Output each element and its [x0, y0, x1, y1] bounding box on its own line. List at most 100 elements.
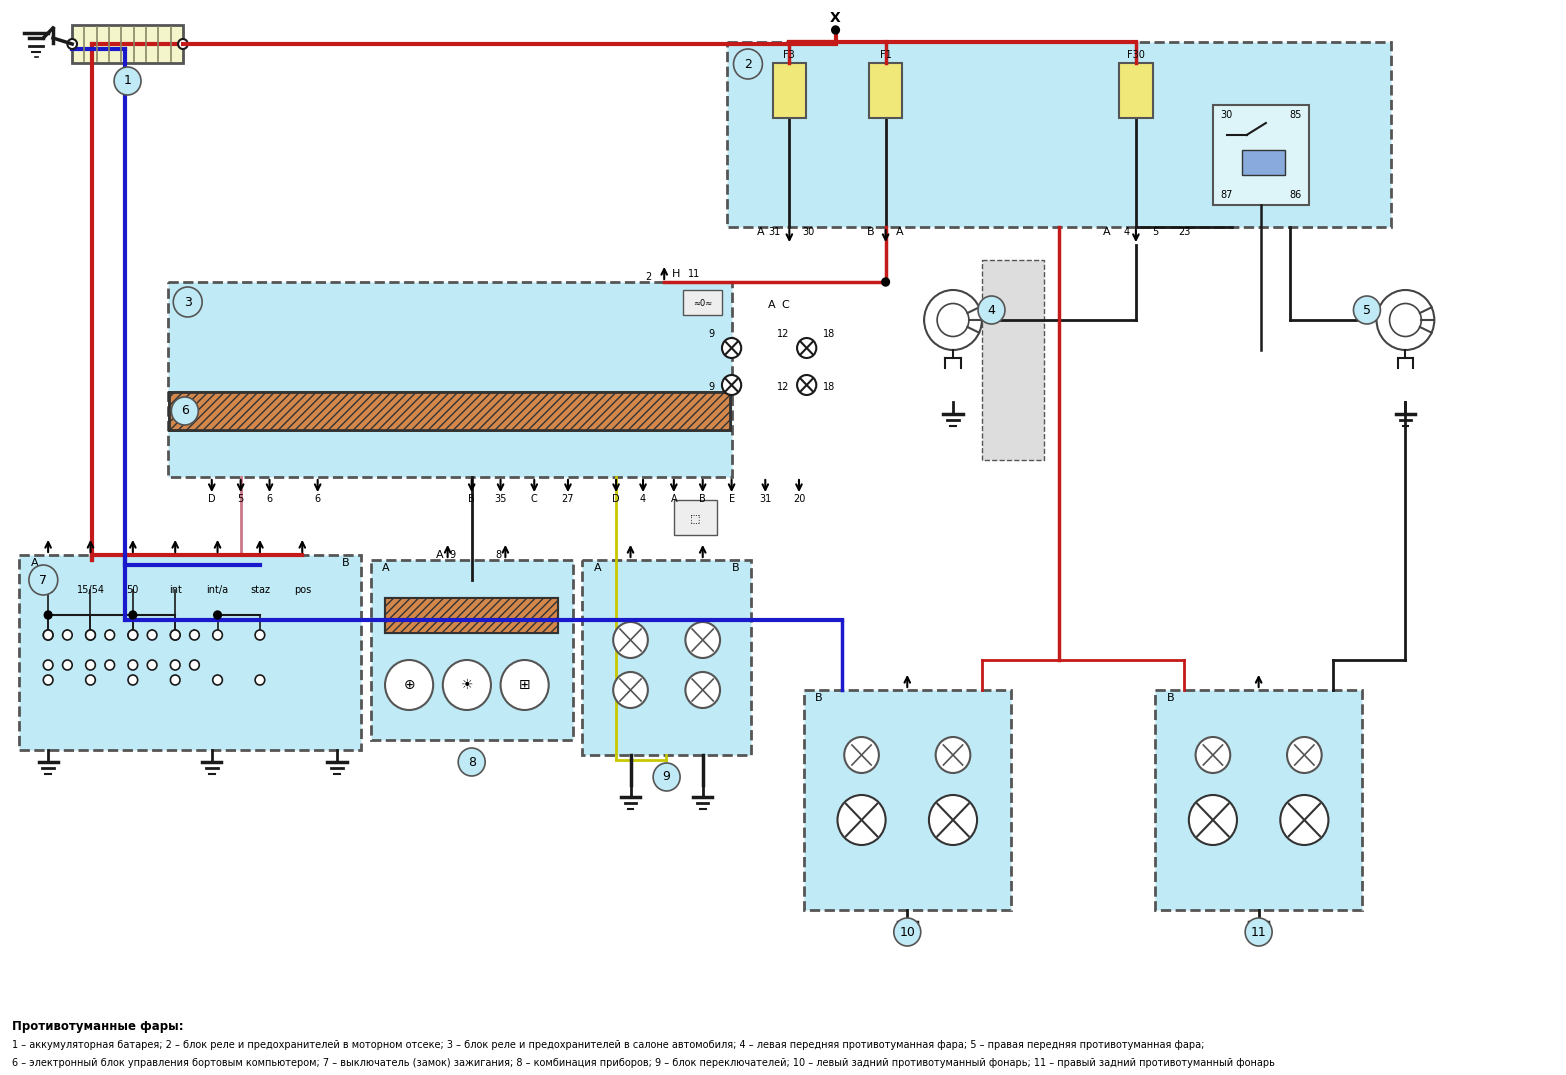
Text: 15/54: 15/54 — [77, 585, 105, 594]
Text: A: A — [435, 550, 443, 560]
Text: B: B — [868, 227, 875, 236]
Text: 2: 2 — [744, 57, 752, 71]
Text: 86: 86 — [1289, 190, 1301, 200]
Text: 12: 12 — [777, 382, 789, 392]
Bar — [385, 598, 559, 633]
Text: 8: 8 — [496, 550, 501, 560]
Text: C: C — [531, 494, 537, 504]
Text: 5: 5 — [1153, 227, 1159, 236]
Text: 12: 12 — [777, 329, 789, 339]
Text: 4: 4 — [1123, 227, 1129, 236]
Text: B: B — [731, 563, 739, 573]
Text: A: A — [594, 563, 601, 573]
Bar — [169, 392, 730, 430]
Circle shape — [128, 660, 138, 670]
Circle shape — [213, 611, 221, 619]
Text: int/a: int/a — [207, 585, 229, 594]
Text: 5: 5 — [1362, 303, 1370, 316]
Text: B: B — [700, 494, 706, 504]
Text: 4: 4 — [988, 303, 996, 316]
Circle shape — [86, 660, 96, 670]
Text: C: C — [781, 300, 789, 310]
Text: ⊞: ⊞ — [518, 678, 531, 692]
Bar — [673, 500, 717, 535]
Text: 85: 85 — [1289, 110, 1301, 120]
Circle shape — [501, 660, 548, 710]
Text: 23: 23 — [1178, 227, 1190, 236]
Circle shape — [443, 660, 490, 710]
Circle shape — [1353, 296, 1380, 324]
Text: 9: 9 — [708, 382, 714, 392]
Circle shape — [797, 375, 816, 395]
Circle shape — [147, 630, 157, 640]
Circle shape — [213, 630, 222, 640]
Text: 6: 6 — [182, 404, 189, 417]
Circle shape — [86, 630, 96, 640]
Circle shape — [722, 375, 741, 395]
Text: 6: 6 — [266, 494, 272, 504]
Text: X: X — [830, 11, 841, 25]
Bar — [1156, 690, 1362, 911]
Text: B: B — [468, 494, 474, 504]
Circle shape — [686, 622, 720, 658]
Circle shape — [1287, 737, 1322, 773]
Circle shape — [979, 296, 1005, 324]
Text: 18: 18 — [824, 329, 836, 339]
Circle shape — [929, 796, 977, 845]
Circle shape — [653, 763, 680, 791]
Bar — [385, 598, 559, 633]
Bar — [169, 282, 731, 477]
Text: A: A — [756, 227, 764, 236]
Circle shape — [686, 672, 720, 708]
Text: ☀: ☀ — [460, 678, 473, 692]
Circle shape — [189, 660, 199, 670]
Bar — [19, 555, 362, 750]
Circle shape — [924, 290, 982, 350]
Circle shape — [385, 660, 434, 710]
Text: 2: 2 — [645, 272, 651, 282]
Circle shape — [128, 611, 136, 619]
Circle shape — [832, 26, 839, 34]
Circle shape — [171, 397, 199, 425]
Text: E: E — [728, 494, 734, 504]
Circle shape — [1389, 303, 1422, 336]
Bar — [982, 260, 1045, 460]
Text: A: A — [382, 563, 390, 573]
Circle shape — [614, 672, 648, 708]
Circle shape — [1189, 796, 1237, 845]
Circle shape — [44, 630, 53, 640]
Text: 9: 9 — [662, 771, 670, 784]
Bar — [72, 25, 183, 63]
Text: 30: 30 — [42, 585, 55, 594]
Text: pos: pos — [294, 585, 312, 594]
Text: B: B — [341, 558, 349, 568]
Text: A: A — [31, 558, 39, 568]
Text: A: A — [769, 300, 775, 310]
Circle shape — [894, 918, 921, 946]
Text: 10: 10 — [899, 926, 915, 938]
Bar — [1242, 151, 1286, 175]
Text: 7: 7 — [39, 573, 47, 587]
Text: 30: 30 — [802, 227, 814, 236]
Text: 31: 31 — [769, 227, 781, 236]
Bar — [727, 42, 1391, 227]
Circle shape — [614, 622, 648, 658]
Circle shape — [28, 565, 58, 594]
Text: 4: 4 — [640, 494, 647, 504]
Text: D: D — [612, 494, 620, 504]
Text: 30: 30 — [1220, 110, 1232, 120]
Bar — [1120, 62, 1153, 117]
Text: B: B — [1167, 693, 1174, 703]
Circle shape — [86, 675, 96, 685]
Text: 50: 50 — [127, 585, 139, 594]
Circle shape — [114, 67, 141, 95]
Circle shape — [171, 675, 180, 685]
Text: 8: 8 — [468, 756, 476, 769]
Text: ⊕: ⊕ — [404, 678, 415, 692]
Circle shape — [459, 748, 485, 776]
Text: ≈0≈: ≈0≈ — [694, 299, 713, 307]
Circle shape — [174, 287, 202, 317]
Circle shape — [213, 675, 222, 685]
Text: F3: F3 — [783, 49, 796, 59]
Circle shape — [105, 660, 114, 670]
